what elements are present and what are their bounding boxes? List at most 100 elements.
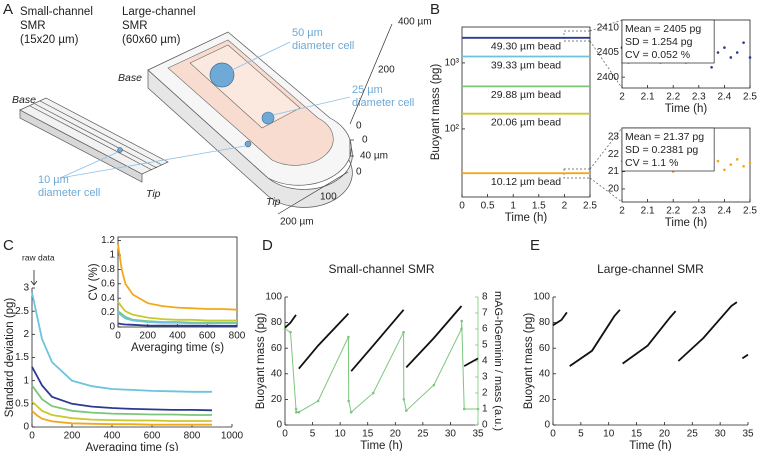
scale-label: 100 (320, 192, 337, 203)
series-label: 39.33 µm bead (491, 59, 561, 71)
cell-label: 10 µm (38, 174, 69, 186)
y2-tick-label: 2 (482, 388, 488, 399)
series-line (117, 322, 237, 327)
y-tick-label: 2.5 (15, 306, 29, 317)
x-tick-label: 5 (310, 429, 316, 440)
y-axis-label: Buoyant mass (pg) (255, 313, 267, 410)
y-tick-label: 20 (271, 394, 283, 405)
data-point (371, 391, 375, 395)
x-tick-label: 25 (687, 429, 699, 440)
data-point (402, 330, 405, 334)
data-point (742, 41, 745, 44)
base-label: Base (12, 94, 36, 106)
data-point (716, 159, 720, 163)
y-tick-label: 0 (23, 422, 29, 433)
x-tick-label: 2 (562, 201, 568, 212)
x-tick-label: 0 (459, 201, 465, 212)
cell (244, 140, 252, 148)
x-tick-label: 2 (619, 206, 625, 217)
y2-tick-label: 1 (482, 404, 488, 415)
y-axis-label: Buoyant mass (pg) (430, 64, 442, 161)
series-label: 20.06 µm bead (491, 116, 561, 128)
y2-tick-label: 0 (482, 420, 488, 431)
x-tick-label: 0 (282, 429, 288, 440)
y2-tick-label: 8 (482, 292, 488, 303)
y-tick-label: 10² (445, 124, 460, 135)
data-point (748, 161, 752, 165)
y-tick-label: 22 (608, 149, 620, 160)
x-tick-label: 800 (229, 331, 246, 342)
annotation: CV = 1.1 % (625, 157, 678, 169)
annotation: SD = 0.2381 pg (625, 144, 698, 156)
y-tick-label: 0 (276, 420, 282, 431)
zoom-line (589, 40, 623, 89)
scale-label: 0 (356, 167, 362, 178)
panel-label: A (3, 1, 13, 18)
cell (209, 62, 235, 88)
x-tick-label: 0 (550, 429, 556, 440)
series-line (117, 301, 237, 322)
x-tick-label: 200 (64, 431, 81, 442)
y-tick-label: 1.5 (15, 352, 29, 363)
annotation-box (621, 127, 715, 172)
x-tick-label: 2.2 (666, 206, 680, 217)
leader-line (231, 41, 291, 71)
y-tick-label: 40 (271, 368, 283, 379)
x-axis-label: Averaging time (s) (85, 442, 178, 451)
x-tick-label: 25 (417, 429, 429, 440)
data-point (297, 410, 301, 414)
x-tick-label: 200 (139, 331, 156, 342)
x-tick-label: 2.5 (743, 92, 757, 103)
series-line (117, 244, 238, 311)
y-tick-label: 2 (23, 329, 29, 340)
y-tick-label: 80 (271, 317, 283, 328)
data-point (347, 399, 350, 403)
x-tick-label: 5 (578, 429, 584, 440)
zoom-line (589, 19, 623, 32)
tip-label: Tip (146, 188, 161, 200)
diagram-title: Large-channel (122, 6, 196, 18)
scale-label: 400 µm (398, 17, 432, 28)
diagram-title: SMR (122, 20, 148, 32)
cell-label: 25 µm (352, 84, 383, 96)
scale-label: 0 (356, 121, 362, 132)
data-point (729, 56, 733, 59)
annotation: raw data (22, 252, 55, 262)
y-tick-label: 0 (544, 420, 550, 431)
panel-label: D (262, 237, 273, 254)
x-tick-label: 600 (144, 431, 161, 442)
y-tick-label: 0.2 (101, 307, 115, 318)
y-tick-label: 10³ (445, 58, 460, 69)
cell-label: 50 µm (292, 27, 323, 39)
series-line (117, 311, 237, 325)
channel-wall (34, 103, 158, 169)
data-point (316, 399, 320, 403)
y-tick-label: 0.8 (101, 264, 115, 275)
y-tick-label: 1 (23, 375, 29, 386)
cell (117, 147, 123, 153)
diagram-title: (15x20 µm) (20, 34, 79, 46)
data-point (476, 407, 480, 411)
channel-wall (29, 105, 153, 171)
panel-label: E (530, 237, 540, 254)
y2-tick-label: 5 (482, 340, 488, 351)
data-point (742, 165, 745, 168)
y-tick-label: 20 (539, 394, 551, 405)
x-tick-label: 2.5 (743, 206, 757, 217)
y-tick-label: 100 (265, 292, 282, 303)
data-point (295, 410, 298, 414)
annotation: Mean = 2405 pg (625, 23, 701, 35)
y-tick-label: 1.2 (101, 235, 115, 246)
diagram-title: SMR (20, 20, 46, 32)
x-axis-label: Averaging time (s) (131, 342, 224, 354)
zoom-line (589, 177, 623, 203)
diagram-title: (60x60 µm) (122, 34, 181, 46)
data-point (460, 319, 464, 323)
y-tick-label: 21 (608, 166, 620, 177)
cell-label: diameter cell (352, 97, 414, 109)
scale-bracket (349, 139, 354, 157)
tip-label: Tip (266, 196, 281, 208)
data-point (735, 51, 739, 54)
data-point (294, 407, 298, 411)
x-tick-label: 400 (104, 431, 121, 442)
